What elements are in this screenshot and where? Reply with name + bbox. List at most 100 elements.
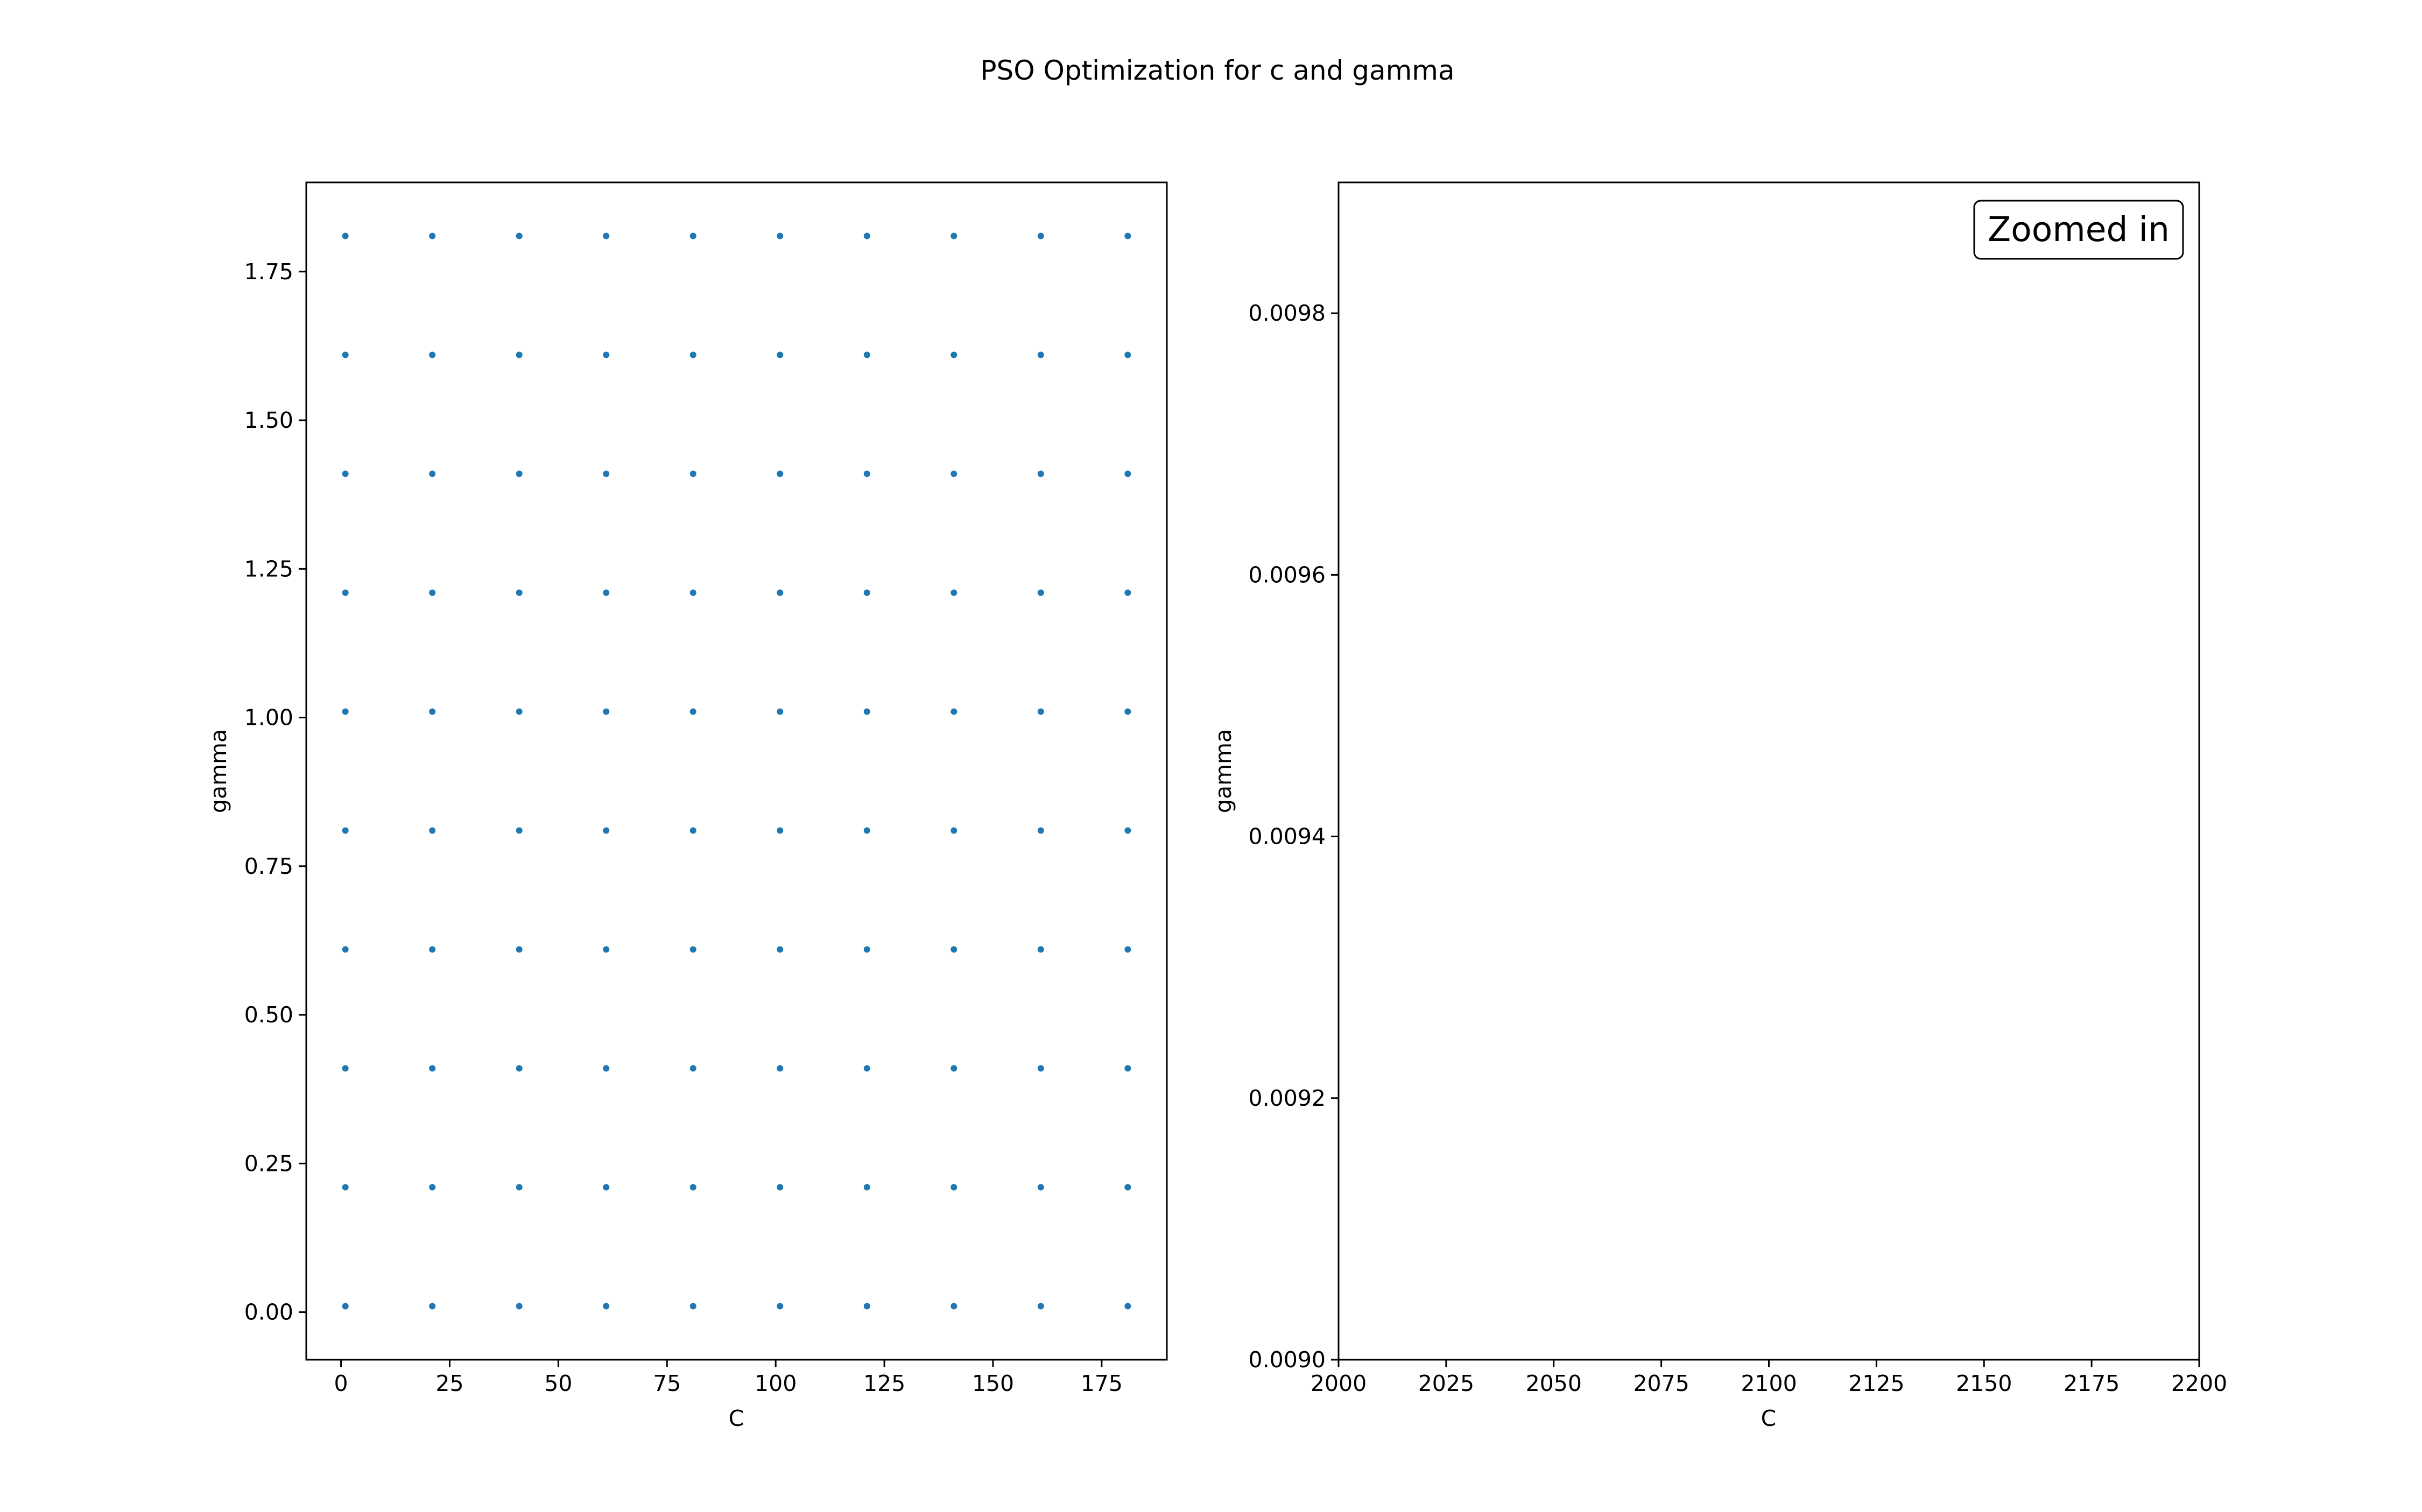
- right-x-tick-label: 2200: [2171, 1370, 2227, 1396]
- left-x-tick-label: 175: [1081, 1370, 1123, 1396]
- left-scatter-point: [777, 1184, 784, 1191]
- left-scatter-point: [516, 1065, 523, 1072]
- left-y-tick-label: 1.00: [244, 705, 293, 731]
- right-y-ticks: 0.0090 0.0092 0.0094 0.0096 0.0098: [1249, 300, 1339, 1373]
- left-scatter-point: [1037, 470, 1044, 477]
- left-scatter-point: [1124, 1184, 1131, 1191]
- left-scatter-point: [951, 1303, 957, 1310]
- left-scatter-point: [342, 470, 349, 477]
- right-x-tick-label: 2050: [1526, 1370, 1582, 1396]
- left-scatter-point: [689, 1303, 696, 1310]
- left-scatter-point: [516, 232, 523, 239]
- left-scatter-point: [1037, 351, 1044, 358]
- left-scatter-point: [1037, 589, 1044, 596]
- left-scatter-point: [689, 351, 696, 358]
- left-y-tick-label: 0.50: [244, 1002, 293, 1028]
- left-scatter-point: [863, 1303, 870, 1310]
- left-scatter-point: [951, 708, 957, 715]
- left-scatter-point: [777, 708, 784, 715]
- left-scatter-point: [951, 351, 957, 358]
- left-scatter-point: [951, 470, 957, 477]
- left-scatter-point: [1124, 708, 1131, 715]
- left-scatter-point: [777, 827, 784, 834]
- left-scatter-point: [516, 351, 523, 358]
- left-scatter-point: [863, 351, 870, 358]
- left-scatter-point: [603, 946, 610, 953]
- left-scatter-point: [603, 1184, 610, 1191]
- left-y-tick-label: 1.25: [244, 556, 293, 582]
- left-scatter-point: [342, 232, 349, 239]
- left-scatter-point: [951, 1184, 957, 1191]
- left-scatter-point: [516, 946, 523, 953]
- right-y-tick-label: 0.0096: [1249, 562, 1326, 588]
- left-scatter-point: [863, 946, 870, 953]
- left-scatter-point: [951, 946, 957, 953]
- left-scatter-point: [429, 1065, 436, 1072]
- left-scatter-point: [951, 827, 957, 834]
- right-x-ticks: 2000 2025 2050 2075 2100 2125 2150 2175 2200: [1311, 1360, 2227, 1396]
- left-scatter-point: [1037, 827, 1044, 834]
- left-scatter-point: [1124, 351, 1131, 358]
- left-scatter-point: [1124, 1065, 1131, 1072]
- left-scatter-point: [951, 1065, 957, 1072]
- left-scatter-point: [603, 351, 610, 358]
- left-scatter-point: [777, 470, 784, 477]
- left-scatter-point: [603, 1065, 610, 1072]
- left-scatter-point: [951, 232, 957, 239]
- left-y-tick-label: 1.50: [244, 407, 293, 433]
- left-x-tick-label: 125: [863, 1370, 905, 1396]
- left-scatter-point: [689, 1065, 696, 1072]
- left-scatter-point: [1124, 946, 1131, 953]
- right-x-tick-label: 2100: [1741, 1370, 1797, 1396]
- left-scatter-point: [951, 589, 957, 596]
- right-y-tick-label: 0.0090: [1249, 1347, 1326, 1373]
- left-scatter-point: [689, 708, 696, 715]
- left-x-ticks: 0 25 50 75 100 125 150 175: [334, 1360, 1123, 1396]
- left-scatter-point: [689, 827, 696, 834]
- left-x-tick-label: 25: [435, 1370, 463, 1396]
- left-scatter-point: [863, 708, 870, 715]
- left-scatter-point: [777, 946, 784, 953]
- annotation-text: Zoomed in: [1988, 210, 2170, 249]
- left-scatter-point: [516, 1303, 523, 1310]
- left-scatter-point: [516, 708, 523, 715]
- left-scatter-point: [1037, 946, 1044, 953]
- left-subplot: 0 25 50 75 100 125 150 175 0.00 0.25 0.50 0.75 1.00…: [206, 181, 1168, 1431]
- left-scatter-point: [429, 1303, 436, 1310]
- left-scatter-point: [429, 232, 436, 239]
- left-scatter-point: [516, 827, 523, 834]
- left-scatter-point: [1037, 1303, 1044, 1310]
- right-y-tick-label: 0.0094: [1249, 824, 1326, 850]
- right-x-tick-label: 2125: [1848, 1370, 1904, 1396]
- left-y-axis-label: gamma: [206, 729, 231, 813]
- left-x-tick-label: 150: [972, 1370, 1014, 1396]
- figure-title: PSO Optimization for c and gamma: [980, 55, 1454, 86]
- left-scatter-points: [342, 232, 1131, 1310]
- left-scatter-point: [603, 470, 610, 477]
- right-x-tick-label: 2000: [1311, 1370, 1367, 1396]
- right-x-tick-label: 2025: [1418, 1370, 1474, 1396]
- left-scatter-point: [516, 470, 523, 477]
- left-scatter-point: [863, 232, 870, 239]
- left-scatter-point: [429, 351, 436, 358]
- left-scatter-point: [603, 232, 610, 239]
- left-scatter-point: [1124, 1303, 1131, 1310]
- left-scatter-point: [1037, 232, 1044, 239]
- left-scatter-point: [1037, 1065, 1044, 1072]
- left-scatter-point: [1124, 827, 1131, 834]
- left-y-tick-label: 0.25: [244, 1150, 293, 1176]
- left-scatter-point: [863, 1184, 870, 1191]
- left-scatter-point: [1037, 1184, 1044, 1191]
- left-scatter-point: [342, 351, 349, 358]
- left-scatter-point: [1124, 232, 1131, 239]
- left-scatter-point: [863, 470, 870, 477]
- right-subplot: 2000 2025 2050 2075 2100 2125 2150 2175 2200 0.0…: [1210, 181, 2227, 1431]
- right-x-axis-label: C: [1761, 1405, 1777, 1431]
- left-scatter-point: [777, 232, 784, 239]
- left-scatter-point: [603, 708, 610, 715]
- right-x-tick-label: 2175: [2064, 1370, 2120, 1396]
- left-y-tick-label: 1.75: [244, 259, 293, 285]
- left-scatter-point: [342, 946, 349, 953]
- left-scatter-point: [777, 351, 784, 358]
